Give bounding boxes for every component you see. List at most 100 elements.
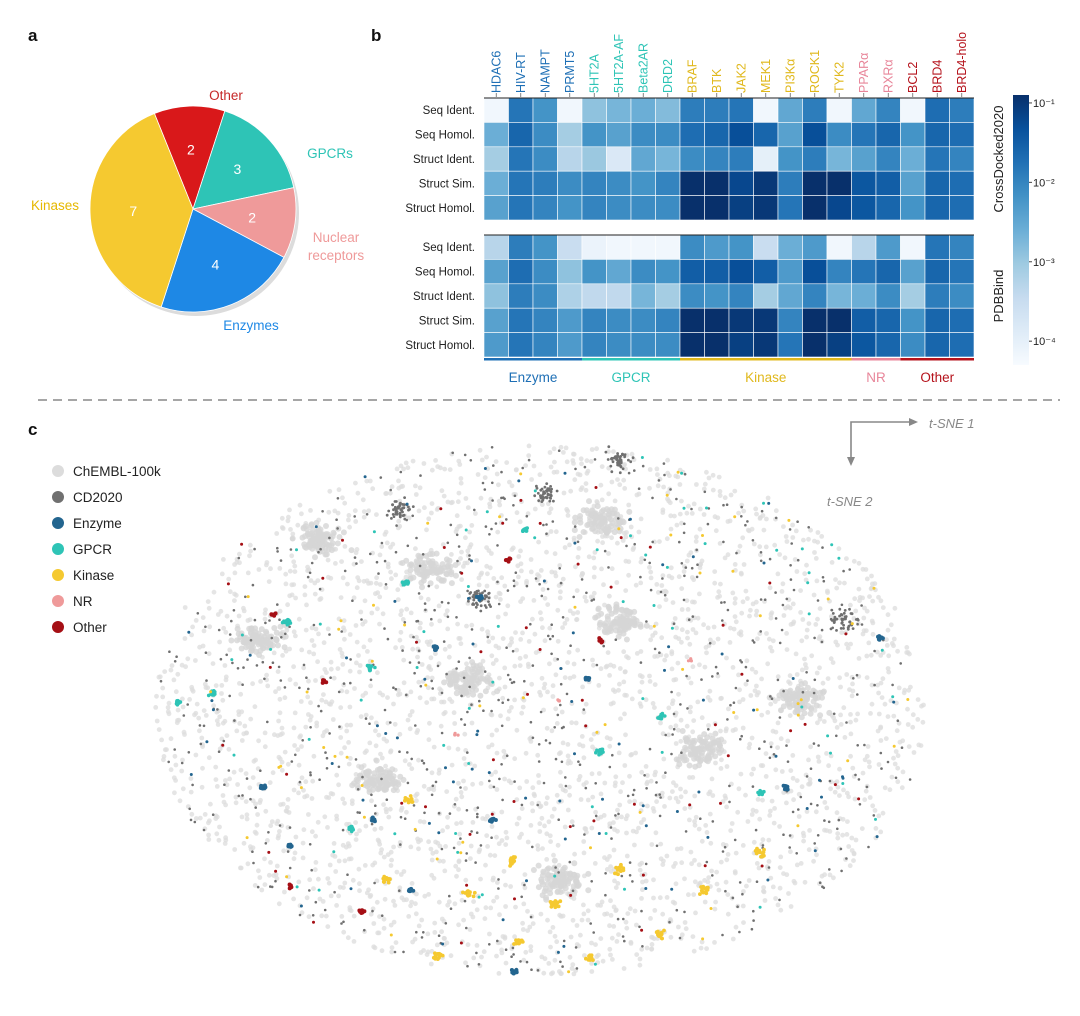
tsne-point-chembl (370, 782, 376, 788)
tsne-point-cd2020 (740, 660, 743, 664)
tsne-point-chembl (536, 780, 542, 785)
tsne-point-chembl (443, 844, 448, 849)
tsne-point-chembl (413, 483, 418, 489)
tsne-point-chembl (377, 772, 384, 779)
tsne-point-chembl (674, 625, 679, 631)
tsne-point-chembl (536, 773, 541, 778)
tsne-point-chembl (607, 673, 612, 678)
tsne-point-chembl (328, 659, 334, 665)
tsne-point-chembl (366, 508, 372, 514)
tsne-point-cd2020 (655, 844, 659, 848)
tsne-point-chembl (458, 790, 464, 795)
tsne-point-chembl (424, 700, 430, 705)
tsne-point-chembl (299, 775, 305, 781)
tsne-point-chembl (414, 791, 420, 797)
tsne-point-chembl (865, 744, 871, 749)
tsne-point-cd2020 (627, 458, 630, 462)
tsne-point-chembl (526, 443, 532, 449)
tsne-point-chembl (451, 710, 457, 716)
tsne-point-chembl (692, 793, 698, 799)
tsne-point-cd2020 (544, 496, 548, 499)
tsne-point-chembl (488, 905, 494, 911)
tsne-point-chembl (848, 753, 853, 759)
tsne-point-chembl (624, 654, 629, 659)
heatmap-cell (753, 97, 779, 123)
tsne-point-chembl (467, 529, 472, 535)
tsne-point-cd2020 (786, 760, 790, 763)
tsne-point-chembl (315, 534, 322, 541)
tsne-point-chembl (547, 661, 552, 667)
tsne-point-chembl (232, 591, 238, 597)
tsne-point-cd2020 (548, 489, 551, 492)
tsne-point-cd2020 (399, 815, 403, 819)
tsne-point-cd2020 (368, 722, 371, 725)
tsne-point-chembl (173, 689, 179, 695)
tsne-point-chembl (870, 598, 876, 604)
tsne-point-chembl (168, 767, 174, 773)
tsne-point-cd2020 (412, 804, 416, 807)
tsne-point-chembl (361, 782, 368, 788)
tsne-point-chembl (354, 639, 360, 645)
tsne-point-chembl (457, 684, 464, 691)
tsne-point-chembl (425, 931, 431, 937)
tsne-point-cd2020 (774, 591, 777, 594)
tsne-point-cd2020 (792, 588, 796, 592)
tsne-point-chembl (573, 564, 578, 570)
tsne-point-chembl (660, 862, 666, 867)
heatmap-cell (508, 234, 534, 260)
tsne-point-chembl (572, 851, 577, 857)
tsne-point-chembl (577, 774, 583, 779)
heatmap-cell (851, 170, 877, 196)
tsne-point-chembl (243, 634, 250, 641)
tsne-point-chembl (729, 821, 735, 826)
tsne-point-chembl (878, 725, 883, 731)
tsne-point-chembl (354, 831, 359, 837)
tsne-point-cd2020 (531, 664, 535, 667)
tsne-point-chembl (738, 570, 744, 576)
tsne-point-chembl (870, 631, 876, 637)
tsne-point-chembl (340, 495, 345, 501)
tsne-point-chembl (477, 447, 483, 453)
tsne-point-chembl (864, 576, 870, 582)
tsne-point-chembl (633, 582, 639, 588)
tsne-point-chembl (327, 862, 333, 868)
tsne-point-cd2020 (455, 533, 459, 537)
tsne-point-cd2020 (816, 804, 819, 807)
tsne-point-chembl (560, 576, 566, 582)
tsne-point-chembl (477, 692, 484, 699)
tsne-point-cd2020 (751, 539, 755, 542)
tsne-point-chembl (653, 769, 658, 775)
tsne-point-chembl (711, 640, 716, 646)
tsne-point-chembl (383, 763, 388, 769)
tsne-point-cd2020 (738, 930, 741, 934)
tsne-point-chembl (470, 781, 475, 787)
tsne-point-chembl (733, 924, 739, 930)
tsne-point-chembl (561, 490, 567, 496)
tsne-point-chembl (868, 711, 873, 716)
tsne-point-chembl (275, 669, 281, 674)
tsne-point-chembl (804, 634, 809, 640)
tsne-point-cd2020 (621, 452, 624, 456)
heatmap-cell (557, 307, 583, 333)
tsne-point-cd2020 (483, 594, 487, 598)
tsne-point-chembl (817, 634, 823, 640)
tsne-point-chembl (647, 673, 652, 679)
tsne-point-chembl (846, 794, 851, 800)
tsne-point-chembl (681, 753, 688, 760)
tsne-point-cd2020 (606, 458, 610, 461)
tsne-point-chembl (764, 631, 769, 636)
tsne-point-kinase (700, 886, 705, 891)
tsne-point-chembl (382, 784, 389, 791)
tsne-point-cd2020 (276, 550, 279, 553)
tsne-point-chembl (719, 695, 724, 701)
tsne-point-chembl (428, 655, 434, 661)
tsne-point-chembl (395, 587, 401, 593)
tsne-point-chembl (232, 570, 238, 576)
tsne-point-chembl (624, 830, 629, 836)
tsne-point-cd2020 (548, 637, 552, 641)
tsne-point-chembl (336, 782, 341, 788)
tsne-point-cd2020 (648, 561, 651, 565)
tsne-point-chembl (222, 663, 228, 668)
tsne-point-chembl (347, 632, 353, 637)
tsne-point-chembl (581, 902, 586, 908)
